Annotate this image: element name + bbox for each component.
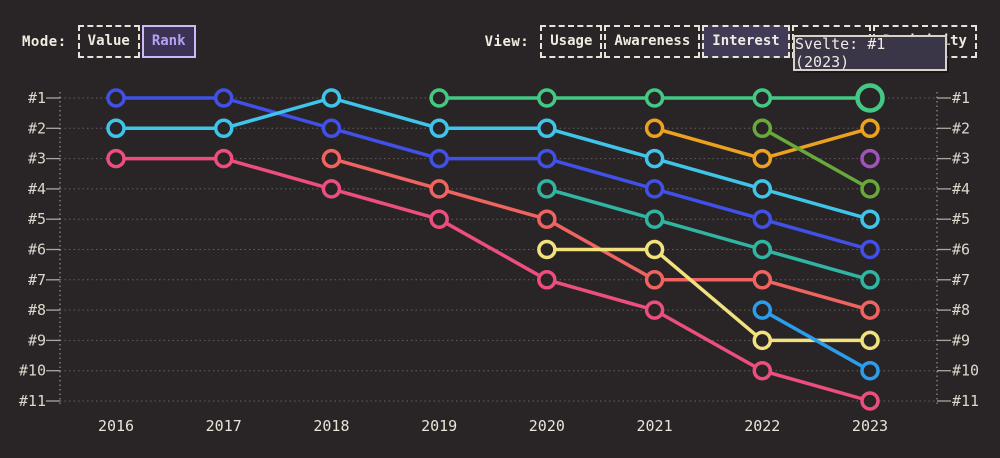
chart-point[interactable] [537, 88, 557, 108]
right-rank-label: #3 [952, 150, 970, 168]
chart-point[interactable] [860, 300, 880, 320]
chart-point[interactable] [752, 209, 773, 229]
left-rank-label: #3 [28, 150, 46, 168]
right-rank-label: #4 [952, 180, 970, 198]
left-rank-label: #8 [28, 301, 46, 319]
chart-point[interactable] [429, 179, 449, 199]
chart-point[interactable] [860, 179, 880, 199]
right-rank-label: #5 [952, 210, 970, 228]
left-rank-label: #6 [28, 241, 46, 259]
chart-point[interactable] [644, 148, 665, 169]
right-rank-label: #8 [952, 301, 970, 319]
chart-point[interactable] [644, 270, 665, 290]
chart-point[interactable] [537, 209, 557, 229]
chart-point[interactable] [644, 118, 665, 139]
chart-point[interactable] [860, 148, 880, 169]
series-line-rose [114, 156, 872, 403]
chart-point[interactable] [321, 148, 342, 169]
view-interest-button[interactable]: Interest [702, 25, 790, 58]
chart-point[interactable] [752, 300, 773, 320]
chart-point[interactable] [213, 148, 234, 169]
right-rank-label: #6 [952, 241, 970, 259]
chart-point[interactable] [860, 360, 880, 381]
chart-point-highlighted[interactable] [855, 83, 885, 113]
series-line-cyan [114, 96, 872, 221]
chart-point[interactable] [213, 88, 234, 108]
mode-value-button[interactable]: Value [77, 25, 140, 58]
right-rank-label: #10 [952, 362, 979, 380]
chart-point[interactable] [537, 270, 557, 290]
left-rank-label: #4 [28, 180, 46, 198]
chart-point[interactable] [537, 179, 557, 199]
chart-point[interactable] [429, 148, 449, 169]
chart-point[interactable] [860, 391, 880, 411]
mode-rank-button[interactable]: Rank [141, 25, 196, 58]
chart-point[interactable] [644, 209, 665, 229]
series-line-apple-green [760, 126, 872, 191]
mode-switcher: Mode: Value Rank [22, 25, 196, 58]
year-label: 2022 [744, 417, 780, 435]
chart-point[interactable] [860, 330, 880, 351]
chart-point[interactable] [752, 118, 773, 139]
series-line-salmon [329, 156, 872, 312]
chart-point[interactable] [429, 88, 449, 108]
chart-point[interactable] [537, 148, 557, 169]
right-rank-label: #7 [952, 271, 970, 289]
year-label: 2021 [637, 417, 673, 435]
view-label: View: [484, 33, 530, 50]
chart-point[interactable] [106, 118, 126, 139]
chart-point[interactable] [860, 209, 880, 229]
right-rank-label: #9 [952, 331, 970, 349]
chart-point[interactable] [537, 239, 557, 260]
chart-point[interactable] [537, 118, 557, 139]
left-rank-label: #9 [28, 331, 46, 349]
left-rank-label: #1 [28, 89, 46, 107]
chart-point[interactable] [429, 209, 449, 229]
left-rank-label: #5 [28, 210, 46, 228]
chart-point[interactable] [752, 270, 773, 290]
left-rank-label: #11 [19, 392, 46, 410]
chart-point[interactable] [644, 88, 665, 108]
chart-point[interactable] [752, 179, 773, 199]
series-line-indigo [114, 96, 872, 252]
chart-point[interactable] [860, 270, 880, 290]
chart-point[interactable] [752, 88, 773, 108]
year-label: 2023 [852, 417, 888, 435]
chart-point[interactable] [321, 88, 342, 108]
chart-point[interactable] [106, 148, 126, 169]
left-rank-label: #10 [19, 362, 46, 380]
view-usage-button[interactable]: Usage [540, 25, 603, 58]
series-line-teal [545, 187, 872, 282]
chart-point[interactable] [321, 179, 342, 199]
right-rank-label: #1 [952, 89, 970, 107]
series-line-sky-blue [760, 308, 872, 373]
chart-point[interactable] [752, 330, 773, 351]
tooltip: Svelte: #1 (2023) [793, 35, 947, 71]
year-label: 2016 [98, 417, 134, 435]
chart-point[interactable] [752, 148, 773, 169]
right-rank-label: #11 [952, 392, 979, 410]
chart-point[interactable] [860, 118, 880, 139]
chart-point[interactable] [644, 239, 665, 260]
tooltip-text: Svelte: #1 (2023) [795, 35, 886, 71]
year-label: 2020 [529, 417, 565, 435]
chart-point[interactable] [644, 179, 665, 199]
year-label: 2017 [206, 417, 242, 435]
left-rank-label: #2 [28, 119, 46, 137]
chart-point[interactable] [752, 239, 773, 260]
chart-point[interactable] [860, 239, 880, 260]
chart-point[interactable] [644, 300, 665, 320]
right-rank-label: #2 [952, 119, 970, 137]
year-label: 2019 [421, 417, 457, 435]
view-awareness-button[interactable]: Awareness [604, 25, 701, 58]
chart-point[interactable] [752, 360, 773, 381]
mode-label: Mode: [22, 33, 67, 50]
chart-point[interactable] [429, 118, 449, 139]
chart-point[interactable] [321, 118, 342, 139]
chart-point[interactable] [106, 88, 126, 108]
year-label: 2018 [313, 417, 349, 435]
left-rank-label: #7 [28, 271, 46, 289]
chart-point[interactable] [213, 118, 234, 139]
